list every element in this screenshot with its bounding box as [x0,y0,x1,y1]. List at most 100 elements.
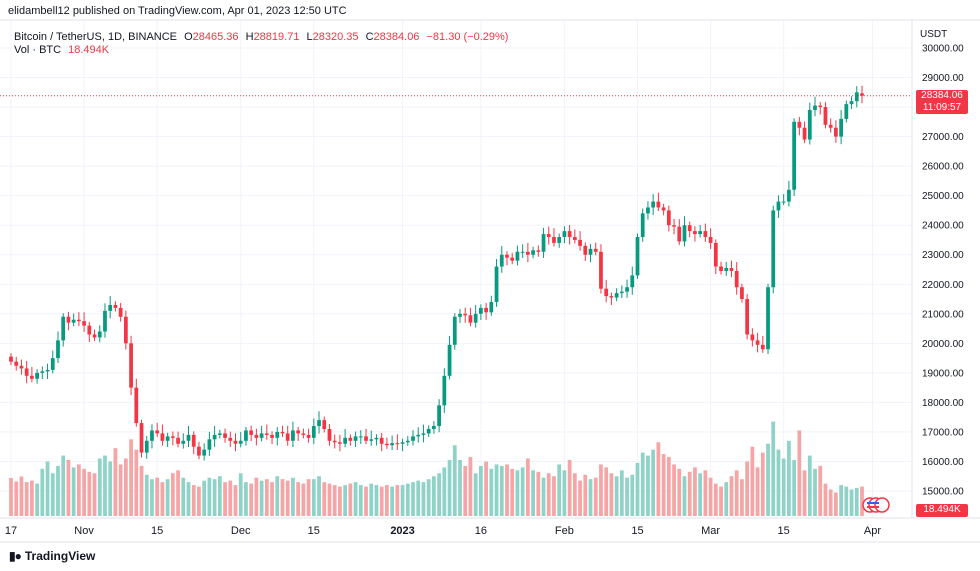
volume-bar [698,473,703,516]
volume-bar [301,483,306,516]
volume-bar [572,473,577,516]
candle-body [61,316,66,341]
volume-bar [400,485,405,516]
candle-body [787,189,791,202]
volume-bar [588,479,593,516]
tradingview-logo[interactable]: ▮● TradingView [9,549,95,563]
volume-bar [766,443,770,516]
volume-bar [421,482,426,516]
volume-bar [416,480,421,516]
volume-bar [113,448,118,516]
candle-body [687,225,692,232]
candle-body [238,440,243,444]
y-tick-label: 23000.00 [922,250,964,261]
volume-bar [165,479,170,516]
candle-body [296,430,301,434]
volume-bar [259,480,264,516]
candle-body [217,433,222,435]
volume-bar [82,468,86,516]
symbol-title[interactable]: Bitcoin / TetherUS, 1D, BINANCE [14,31,178,43]
volume-bar [322,482,327,516]
volume-bar [478,465,483,516]
volume-bar [458,459,462,516]
volume-bar [118,464,123,516]
candle-body [390,443,395,446]
candle-body [708,237,713,243]
volume-bar [181,477,186,516]
ohlc-legend: Bitcoin / TetherUS, 1D, BINANCE O28465.3… [14,31,509,43]
volume-bar [823,483,828,516]
candle-body [228,437,233,441]
candle-body [71,319,76,323]
candle-body [478,307,483,314]
candle-body [160,433,165,441]
volume-bar [609,473,614,516]
volume-bar [379,486,384,516]
volume-bar [212,479,217,516]
volume-bar [61,455,66,516]
volume-bar [369,483,374,516]
volume-bar [432,476,436,516]
volume-bar [557,464,562,516]
candle-body [129,343,133,388]
volume-bar [338,486,342,516]
volume-bar [567,459,572,516]
volume-bar [599,464,603,516]
volume-bar [76,464,81,516]
volume-bar [390,486,395,516]
volume-bar [45,461,50,516]
candle-body [280,431,285,434]
volume-bar [713,483,718,516]
candle-body [385,443,389,446]
volume-bar [291,477,295,516]
volume-bar [238,473,243,516]
volume-bar [839,485,843,516]
volume-bar [317,476,321,516]
y-tick-label: 18000.00 [922,398,964,409]
volume-bar [729,476,734,516]
volume-bar [531,470,535,516]
candle-body [233,440,238,444]
candle-body [82,321,86,326]
candle-body [541,234,546,252]
candle-body [724,268,729,271]
volume-bar [834,492,838,516]
candle-body [348,437,353,441]
candle-body [144,440,149,453]
candle-body [661,207,666,211]
candle-body [635,237,640,276]
volume-label[interactable]: Vol · BTC [14,44,62,56]
candle-body [306,434,311,438]
current-price: 28384.06 [921,89,963,101]
candle-body [593,248,598,252]
volume-bar [625,477,629,516]
candle-body [750,334,755,341]
volume-bar [296,482,301,516]
volume-bar [520,467,525,516]
volume-bar [24,482,29,516]
price-unit: USDT [920,29,948,40]
volume-bar [640,452,645,516]
x-tick-label: Mar [701,525,720,537]
y-tick-label: 25000.00 [922,191,964,202]
tradingview-logo-icon: ▮● [9,549,22,563]
candle-body [745,299,750,335]
candle-body [588,248,593,255]
candle-body [510,257,515,261]
candle-body [713,242,718,267]
candle-body [468,315,473,323]
candle-body [374,437,379,440]
candle-body [693,231,697,235]
volume-bar [828,489,833,516]
candle-body [202,449,207,456]
volume-bar [275,476,280,516]
volume-bar [452,445,457,516]
y-tick-label: 19000.00 [922,368,964,379]
volume-bar [781,458,786,516]
candle-body [181,440,186,444]
volume-bar [505,464,509,516]
volume-bar [515,470,520,516]
candle-body [186,434,191,441]
volume-bar [672,464,676,516]
